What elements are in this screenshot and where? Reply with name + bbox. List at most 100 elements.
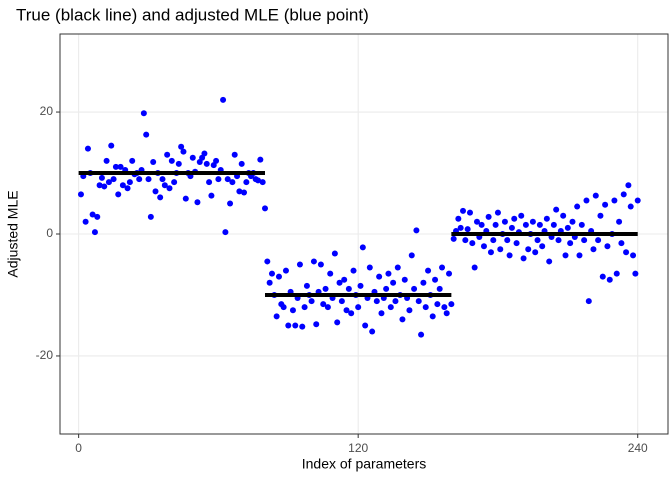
point bbox=[108, 142, 115, 149]
point bbox=[94, 213, 101, 220]
y-tick-label: 0 bbox=[46, 226, 53, 240]
point bbox=[401, 276, 408, 283]
point bbox=[446, 270, 453, 277]
point bbox=[336, 279, 343, 286]
point bbox=[320, 301, 327, 308]
point bbox=[215, 176, 222, 183]
point bbox=[189, 154, 196, 161]
point bbox=[464, 226, 471, 233]
point bbox=[84, 145, 91, 152]
point bbox=[147, 213, 154, 220]
point bbox=[220, 96, 227, 103]
point bbox=[201, 150, 208, 157]
point bbox=[264, 258, 271, 265]
point bbox=[259, 179, 266, 186]
point bbox=[112, 163, 119, 170]
point bbox=[168, 157, 175, 164]
point bbox=[159, 176, 166, 183]
point bbox=[208, 192, 215, 199]
point bbox=[602, 201, 609, 208]
point bbox=[520, 255, 527, 262]
point bbox=[578, 221, 585, 228]
point bbox=[539, 243, 546, 250]
point bbox=[266, 279, 273, 286]
point bbox=[415, 298, 422, 305]
point bbox=[310, 258, 317, 265]
point bbox=[606, 276, 613, 283]
point bbox=[357, 282, 364, 289]
point bbox=[522, 221, 529, 228]
point bbox=[630, 252, 637, 259]
point bbox=[129, 157, 136, 164]
point bbox=[362, 322, 369, 329]
point bbox=[455, 215, 462, 222]
point bbox=[411, 285, 418, 292]
x-axis-label: Index of parameters bbox=[302, 456, 427, 472]
point bbox=[140, 110, 147, 117]
point bbox=[82, 218, 89, 225]
point bbox=[399, 316, 406, 323]
point bbox=[101, 183, 108, 190]
point bbox=[616, 218, 623, 225]
point bbox=[152, 188, 159, 195]
point bbox=[324, 304, 331, 311]
point bbox=[136, 176, 143, 183]
point bbox=[331, 250, 338, 257]
point bbox=[385, 270, 392, 277]
point bbox=[513, 240, 520, 247]
point bbox=[457, 224, 464, 231]
point bbox=[206, 179, 213, 186]
chart-title: True (black line) and adjusted MLE (blue… bbox=[16, 5, 369, 24]
point bbox=[227, 200, 234, 207]
point bbox=[301, 304, 308, 311]
point bbox=[392, 298, 399, 305]
point bbox=[171, 179, 178, 186]
point bbox=[569, 218, 576, 225]
point bbox=[581, 237, 588, 244]
point bbox=[322, 285, 329, 292]
x-tick-label: 120 bbox=[348, 441, 368, 455]
point bbox=[595, 237, 602, 244]
point bbox=[511, 215, 518, 222]
point bbox=[103, 157, 110, 164]
x-tick-label: 240 bbox=[628, 441, 648, 455]
point bbox=[469, 240, 476, 247]
point bbox=[485, 213, 492, 220]
point bbox=[292, 322, 299, 329]
point bbox=[119, 182, 126, 189]
point bbox=[280, 304, 287, 311]
point bbox=[525, 246, 532, 253]
point bbox=[466, 209, 473, 216]
point bbox=[268, 270, 275, 277]
point bbox=[560, 212, 567, 219]
point bbox=[443, 310, 450, 317]
point bbox=[313, 321, 320, 328]
point bbox=[231, 151, 238, 158]
point bbox=[492, 221, 499, 228]
point bbox=[96, 182, 103, 189]
point bbox=[613, 270, 620, 277]
point bbox=[408, 252, 415, 259]
point bbox=[224, 176, 231, 183]
point bbox=[448, 301, 455, 308]
point bbox=[413, 227, 420, 234]
point bbox=[383, 285, 390, 292]
point bbox=[378, 310, 385, 317]
point bbox=[620, 191, 627, 198]
point bbox=[178, 143, 185, 150]
point bbox=[618, 240, 625, 247]
point bbox=[145, 176, 152, 183]
point bbox=[164, 151, 171, 158]
point bbox=[576, 252, 583, 259]
point bbox=[529, 218, 536, 225]
point bbox=[585, 298, 592, 305]
point bbox=[567, 240, 574, 247]
point bbox=[366, 264, 373, 271]
y-axis-label: Adjusted MLE bbox=[5, 190, 21, 277]
point bbox=[91, 229, 98, 236]
point bbox=[203, 160, 210, 167]
point bbox=[508, 224, 515, 231]
point bbox=[501, 218, 508, 225]
point bbox=[373, 298, 380, 305]
point bbox=[478, 221, 485, 228]
